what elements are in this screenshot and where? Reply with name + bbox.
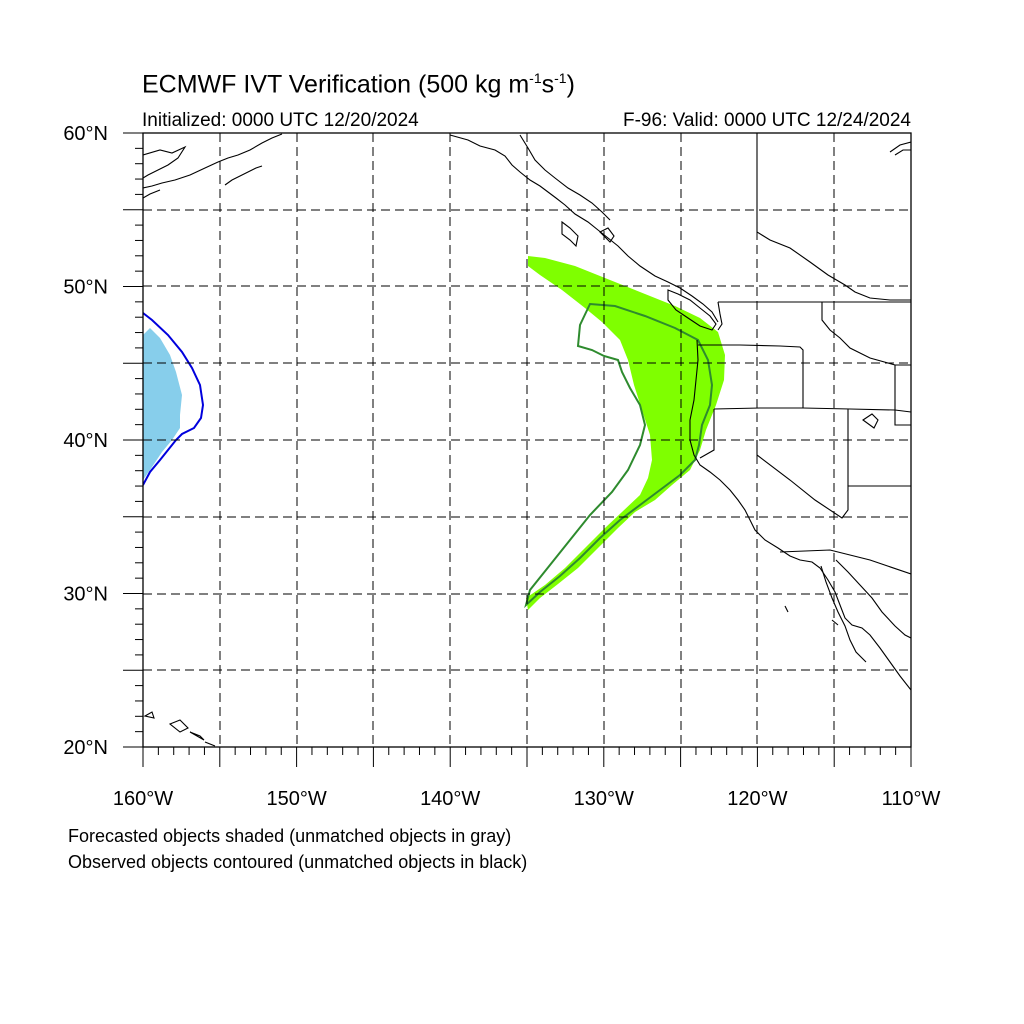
lat-tick-label: 50°N: [63, 277, 108, 299]
axis-ticks: [123, 132, 912, 767]
coastlines: [143, 133, 911, 747]
lon-tick-label: 120°W: [727, 788, 787, 810]
lon-tick-label: 150°W: [266, 788, 326, 810]
lon-tick-label: 130°W: [574, 788, 634, 810]
observed-ivt-contour: [524, 302, 714, 609]
lat-tick-label: 40°N: [63, 430, 108, 452]
lat-tick-label: 60°N: [63, 123, 108, 145]
lon-tick-label: 160°W: [113, 788, 173, 810]
valid-time-label: F-96: Valid: 0000 UTC 12/24/2024: [623, 110, 911, 131]
west-observed-contour: [143, 312, 205, 486]
lat-tick-label: 30°N: [63, 584, 108, 606]
forecast-note: Forecasted objects shaded (unmatched obj…: [68, 826, 512, 846]
lat-tick-label: 20°N: [63, 737, 108, 759]
west-forecast-object: [143, 328, 182, 480]
initialized-label: Initialized: 0000 UTC 12/20/2024: [142, 110, 419, 131]
longitude-labels: 160°W 150°W 140°W 130°W 120°W 110°W: [113, 788, 941, 810]
lon-tick-label: 110°W: [882, 788, 941, 810]
latitude-labels: 60°N 50°N 40°N 30°N 20°N: [63, 123, 108, 759]
grid-lines: [143, 133, 911, 747]
forecast-ivt-object: [526, 256, 725, 610]
chart-title: ECMWF IVT Verification (500 kg m-1s-1): [142, 70, 575, 99]
lon-tick-label: 140°W: [420, 788, 480, 810]
observed-note: Observed objects contoured (unmatched ob…: [68, 852, 528, 872]
